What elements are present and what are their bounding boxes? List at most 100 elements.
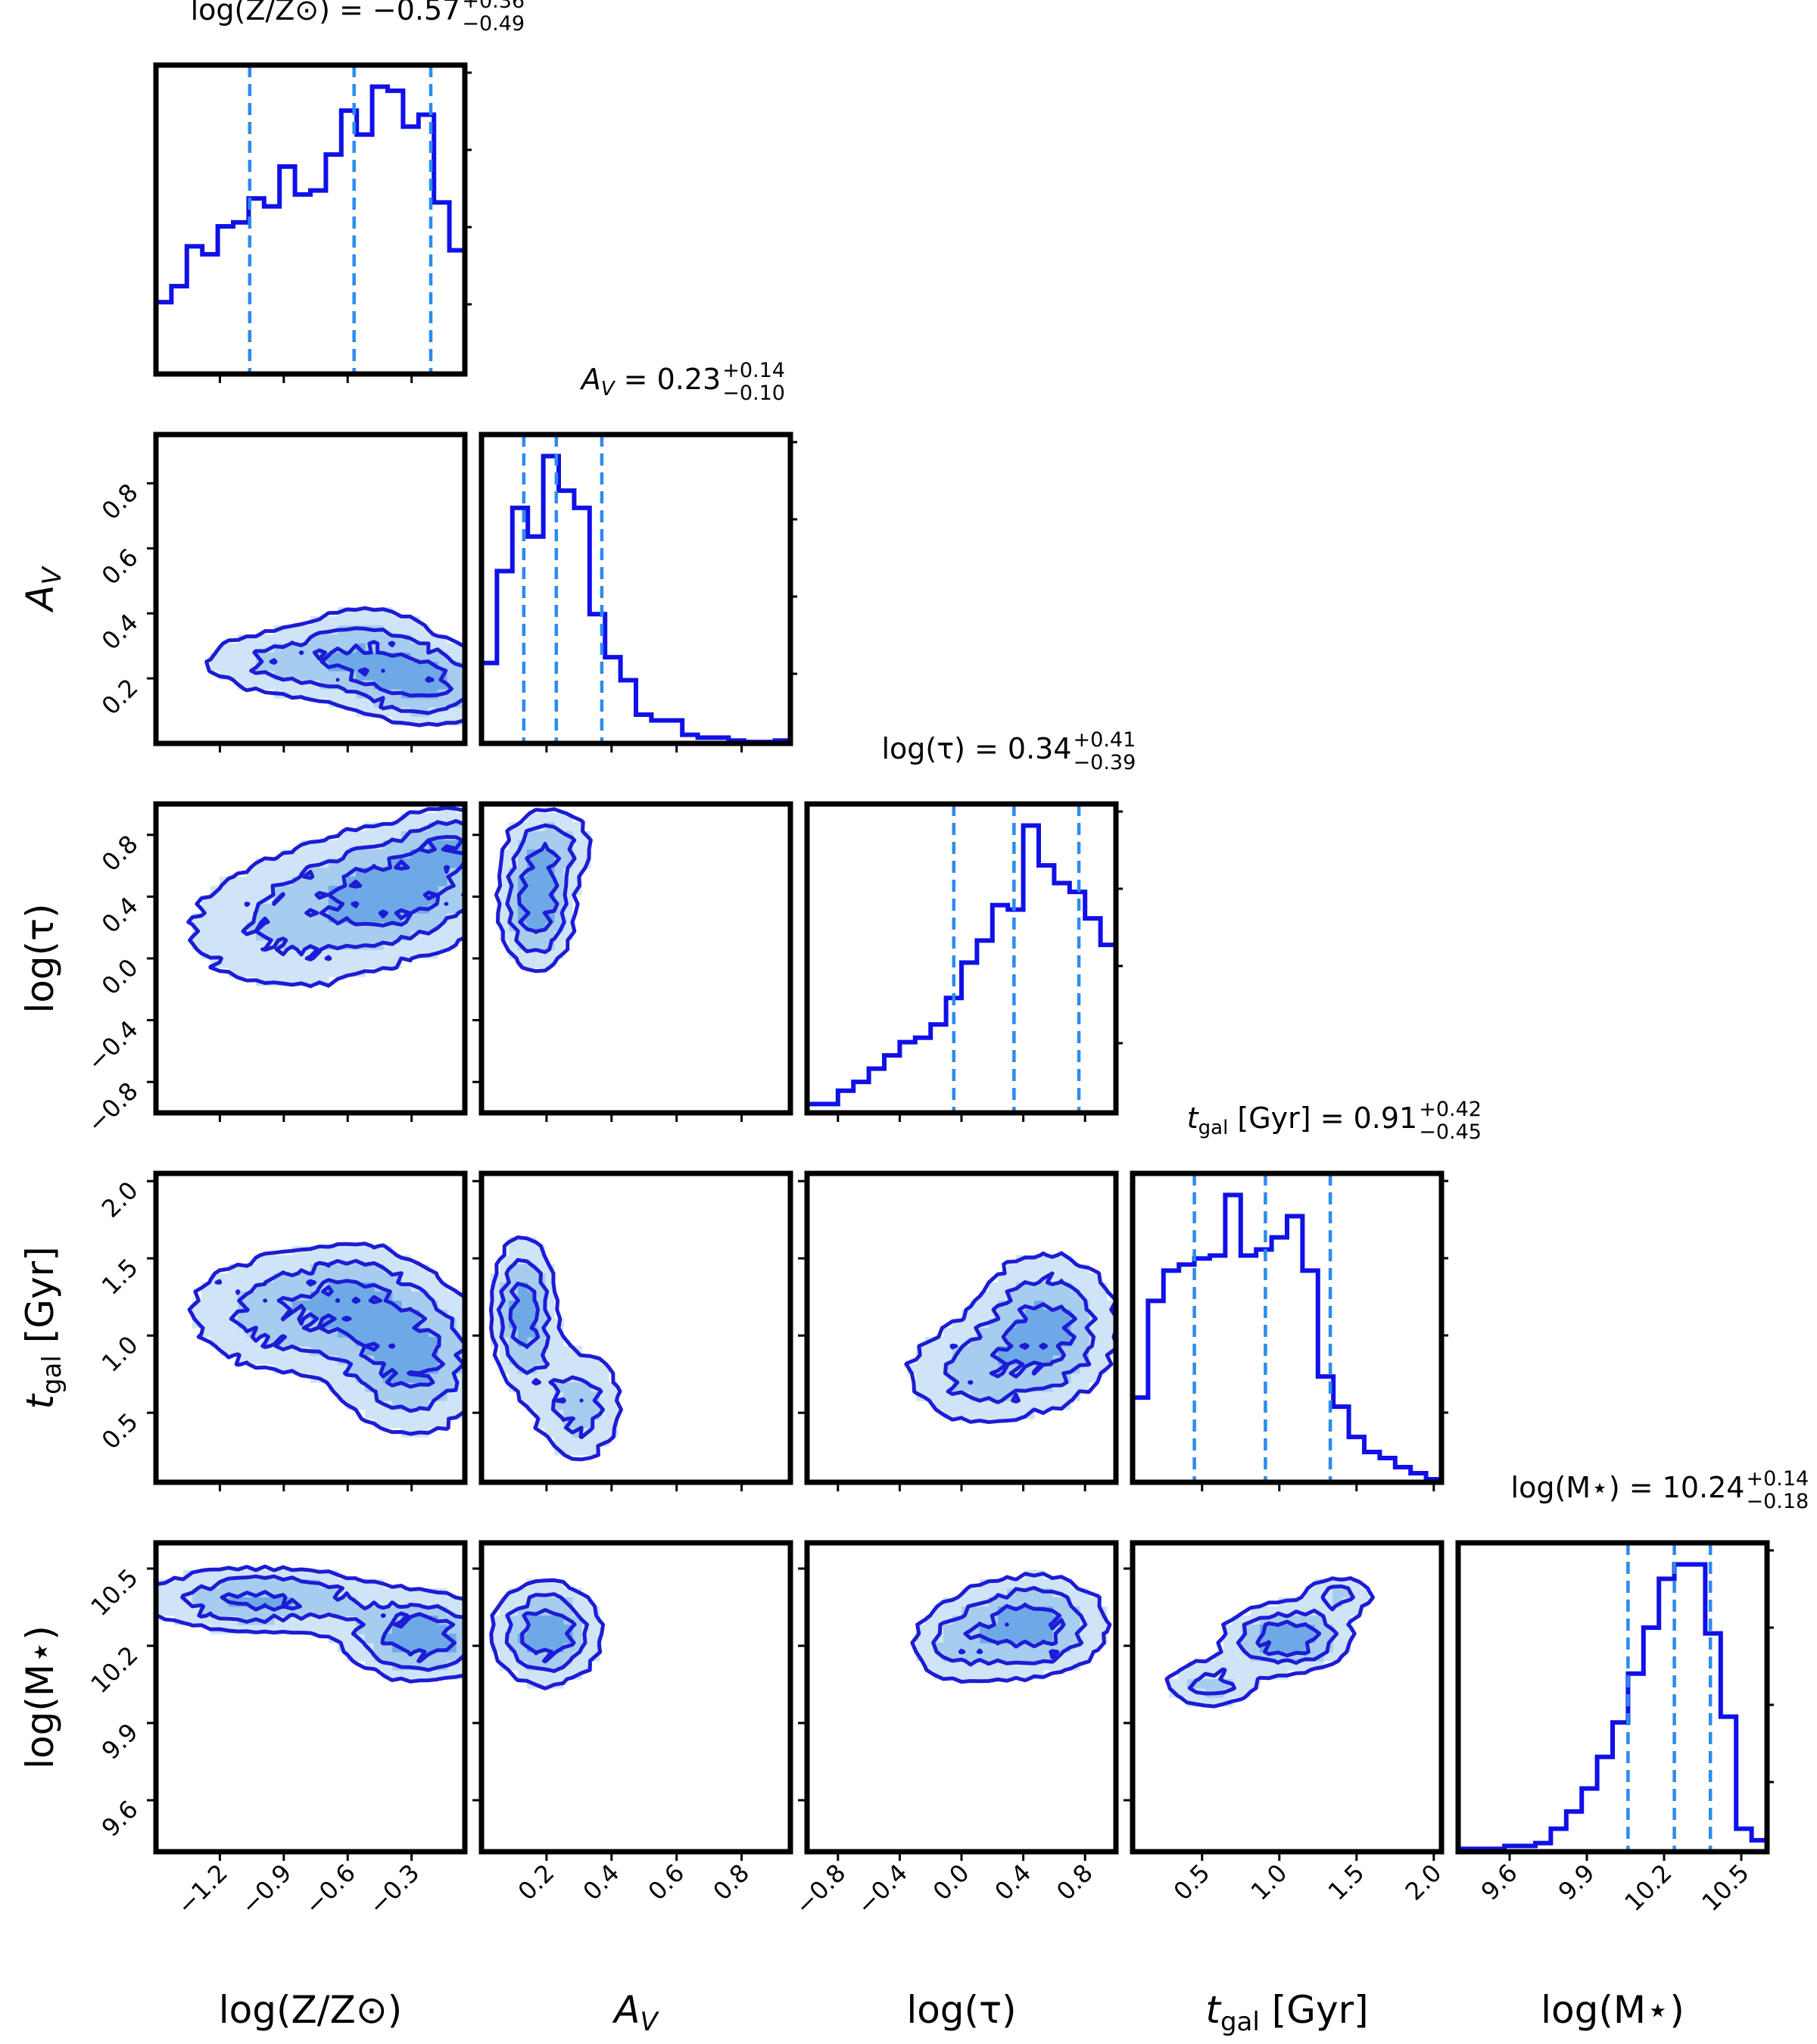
contour-line xyxy=(520,1608,577,1664)
x-tick-label: 1.5 xyxy=(1323,1859,1370,1906)
contour-fill xyxy=(980,1606,1062,1644)
contour-line xyxy=(229,1259,465,1413)
y-axis-label: log(τ) xyxy=(18,903,62,1013)
axes-frame xyxy=(478,1540,793,1855)
x-tick-label: −0.8 xyxy=(790,1859,852,1921)
axes-frame xyxy=(153,432,468,746)
contour-fill xyxy=(509,1282,537,1347)
title-sub: gal xyxy=(1198,1117,1229,1139)
contour-line xyxy=(910,1572,1112,1684)
axes-frame xyxy=(1130,1170,1445,1485)
contour-panel xyxy=(488,1235,623,1462)
contour-panel xyxy=(489,1578,606,1690)
histogram-line xyxy=(482,453,790,743)
y-tick-label: 9.9 xyxy=(96,1718,144,1765)
y-tick-label: 0.5 xyxy=(96,1407,144,1455)
y-tick-label: 10.2 xyxy=(85,1640,143,1699)
title-text: log(Z/Z⊙) = −0.57 xyxy=(191,0,461,26)
y-tick-label: −0.4 xyxy=(82,1014,144,1077)
histogram-line xyxy=(156,84,465,374)
x-tick-label: 0.0 xyxy=(927,1859,975,1906)
histogram-3 xyxy=(1133,1173,1441,1482)
title-lower-error: −0.39 xyxy=(1074,751,1136,774)
x-tick-label: 0.5 xyxy=(1168,1859,1216,1906)
axis-unit: [Gyr] xyxy=(1260,1988,1369,2032)
histogram-line xyxy=(807,823,1116,1113)
axis-sub: gal xyxy=(1220,2007,1260,2037)
title-sub: V xyxy=(601,378,616,400)
x-tick-label: 2.0 xyxy=(1400,1859,1448,1906)
contour-fill xyxy=(1260,1625,1315,1653)
y-axis-label: AV xyxy=(18,566,67,613)
histogram-0 xyxy=(156,65,465,374)
hist-title: tgal [Gyr] = 0.91 xyxy=(1187,1101,1417,1139)
title-upper-error: +0.36 xyxy=(462,0,525,13)
y-axis-label: log(M⋆) xyxy=(18,1625,62,1769)
x-tick-label: 1.0 xyxy=(1245,1859,1293,1906)
x-tick-label: −0.4 xyxy=(851,1859,913,1921)
hist-title: log(M⋆) = 10.24 xyxy=(1511,1471,1745,1504)
contour-line xyxy=(180,1574,465,1672)
histogram-4 xyxy=(1458,1543,1767,1852)
y-tick-label: 0.6 xyxy=(96,543,144,590)
y-tick-label: −0.8 xyxy=(82,1077,144,1139)
y-tick-label: 0.0 xyxy=(96,953,144,1001)
title-lower-error: −0.10 xyxy=(722,382,785,405)
contour-line xyxy=(298,640,453,698)
x-tick-label: 0.4 xyxy=(989,1859,1036,1906)
contour-panel xyxy=(910,1570,1112,1684)
contour-panel xyxy=(187,1242,465,1438)
y-tick-label: 0.8 xyxy=(96,830,144,877)
contour-line xyxy=(249,626,465,715)
contour-line xyxy=(516,842,562,934)
contour-line xyxy=(508,1282,541,1349)
contour-line xyxy=(958,1602,1066,1655)
contour-line xyxy=(505,823,577,955)
contour-panel xyxy=(494,807,593,974)
contour-line xyxy=(489,1578,606,1690)
contour-line xyxy=(943,1271,1098,1404)
y-tick-label: 1.0 xyxy=(96,1330,144,1378)
axes-frame xyxy=(153,1540,468,1855)
contour-fill xyxy=(329,840,465,923)
axes-frame xyxy=(1130,1540,1445,1855)
title-lower-error: −0.18 xyxy=(1746,1490,1809,1513)
contour-line xyxy=(931,1586,1088,1667)
y-tick-label: 0.2 xyxy=(96,673,144,721)
title-text: log(M⋆) = 10.24 xyxy=(1511,1471,1745,1504)
contour-fill xyxy=(292,1282,438,1383)
title-upper-error: +0.41 xyxy=(1074,728,1136,752)
y-tick-label: 2.0 xyxy=(96,1176,144,1223)
x-tick-label: −1.2 xyxy=(171,1859,233,1921)
axis-unit: [Gyr] xyxy=(18,1246,62,1355)
y-axis-label: tgal [Gyr] xyxy=(18,1246,67,1409)
axes-frame xyxy=(1455,1540,1770,1855)
x-tick-label: 9.9 xyxy=(1553,1859,1600,1906)
title-upper-error: +0.14 xyxy=(722,359,785,382)
contour-line xyxy=(156,1564,465,1684)
contour-line xyxy=(989,1302,1077,1379)
x-axis-label: log(Z/Z⊙) xyxy=(219,1988,402,2032)
x-axis-label: AV xyxy=(612,1988,659,2037)
contour-fill xyxy=(229,1597,457,1653)
x-tick-label: 10.5 xyxy=(1696,1859,1754,1917)
contour-line xyxy=(187,1242,465,1436)
contour-line xyxy=(263,1278,445,1389)
x-tick-label: 0.6 xyxy=(642,1859,690,1906)
x-tick-label: −0.3 xyxy=(363,1859,425,1921)
title-upper-error: +0.14 xyxy=(1746,1467,1809,1491)
axis-sub: V xyxy=(640,2007,659,2037)
axes-frame xyxy=(478,1170,793,1485)
axis-sub: V xyxy=(37,566,67,585)
x-tick-label: 0.2 xyxy=(513,1859,560,1906)
contour-line xyxy=(904,1251,1116,1424)
axis-var: t xyxy=(18,1393,62,1410)
x-tick-label: 0.8 xyxy=(1051,1859,1099,1906)
histogram-line xyxy=(1458,1562,1767,1852)
contour-line xyxy=(204,606,465,728)
x-axis-label: log(τ) xyxy=(906,1988,1016,2032)
contour-fill xyxy=(518,1616,573,1653)
title-text: log(τ) = 0.34 xyxy=(881,732,1071,765)
histogram-line xyxy=(1133,1192,1441,1482)
